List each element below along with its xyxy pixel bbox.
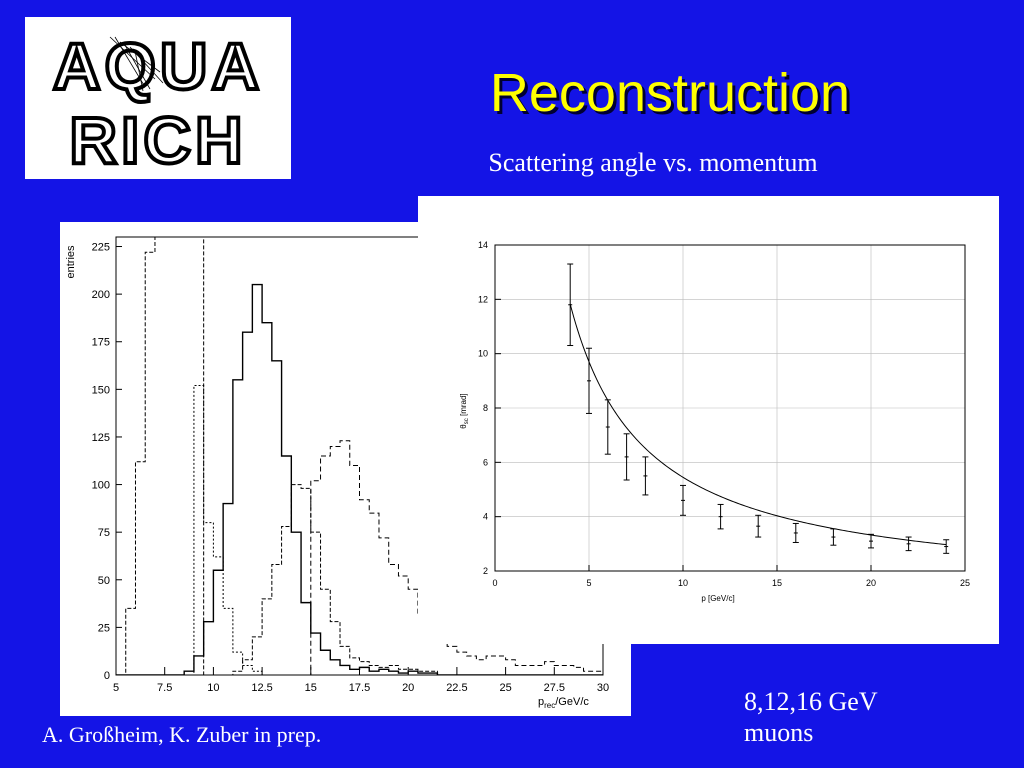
x-tick-label: 5 [113,682,119,694]
y-tick-label: 175 [92,337,110,349]
energy-label: 8,12,16 GeV muons [744,686,1004,748]
y-axis-label: entries [65,245,77,279]
aquarich-logo: AQUA RICH [25,17,291,179]
x-tick-label: 10 [678,578,688,588]
y-tick-label: 100 [92,480,110,492]
y-tick-label: 50 [98,575,110,587]
data-point-9 [830,528,837,546]
y-tick-label: 225 [92,242,110,254]
x-tick-label: 0 [492,578,497,588]
y-tick-label: 12 [478,294,488,304]
x-tick-label: 20 [866,578,876,588]
x-tick-label: 15 [772,578,782,588]
logo-text-rich: RICH [69,103,246,177]
y-tick-label: 6 [483,457,488,467]
data-point-4 [642,456,649,496]
y-tick-label: 0 [104,670,110,682]
y-tick-label: 14 [478,240,488,250]
y-axis-label: θsc [mrad] [459,393,470,428]
x-axis-label: p [GeV/c] [701,594,734,603]
x-tick-label: 7.5 [157,682,172,694]
y-tick-label: 200 [92,289,110,301]
x-axis-label: prec/GeV/c [538,696,589,710]
y-tick-label: 4 [483,512,488,522]
data-point-12 [943,539,950,554]
author-caption: A. Großheim, K. Zuber in prep. [42,722,322,747]
scattering-angle-panel: 2 4 6 8 10 12 14 0 5 10 15 20 25 p [GeV/c] θsc [mrad] [418,196,999,644]
data-point-8 [792,522,799,543]
x-tick-label: 30 [597,682,609,694]
data-point-5 [680,484,686,516]
x-tick-label: 10 [207,682,219,694]
slide-title: Reconstruction [489,63,851,123]
x-tick-label: 22.5 [446,682,467,694]
chart-subtitle: Scattering angle vs. momentum [488,148,818,177]
y-tick-label: 25 [98,622,110,634]
data-point-3 [623,433,630,481]
x-tick-label: 5 [586,578,591,588]
data-point-0 [567,263,574,347]
y-tick-label: 2 [483,566,488,576]
data-point-2 [604,399,611,455]
x-tick-label: 25 [960,578,970,588]
x-tick-label: 25 [499,682,511,694]
x-tick-label: 20 [402,682,414,694]
y-tick-label: 150 [92,384,110,396]
data-point-6 [717,503,724,530]
x-tick-label: 17.5 [349,682,370,694]
x-tick-label: 12.5 [251,682,272,694]
logo-graphic: AQUA RICH [51,27,263,179]
x-tick-label: 15 [305,682,317,694]
y-tick-label: 125 [92,432,110,444]
y-tick-label: 75 [98,527,110,539]
data-point-11 [905,536,912,552]
scattering-angle-plot: 2 4 6 8 10 12 14 0 5 10 15 20 25 p [GeV/c] θsc [mrad] [459,240,970,603]
particle-type: muons [744,718,814,748]
logo-text-aqua: AQUA [53,29,263,103]
histogram-series-4 [116,440,603,675]
data-point-10 [868,533,874,549]
histogram-series-2 [116,283,603,675]
y-tick-label: 10 [478,349,488,359]
x-tick-label: 27.5 [544,682,565,694]
data-point-7 [755,514,762,538]
cone-mesh-graphic [109,36,164,92]
data-point-1 [586,347,592,414]
histogram-series-1 [116,385,603,675]
histogram-series-3 [116,484,603,675]
energy-values: 8,12,16 GeV [744,687,878,716]
y-tick-label: 8 [483,403,488,413]
fit-curve [569,303,947,546]
